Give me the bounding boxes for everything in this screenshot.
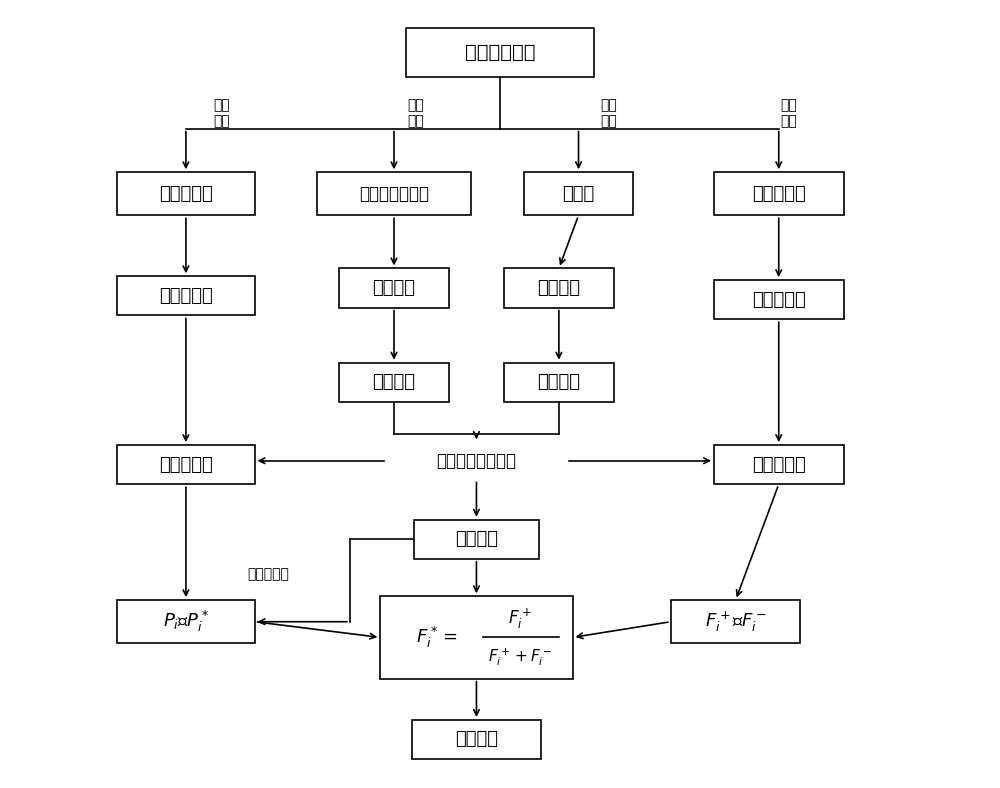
FancyBboxPatch shape (380, 597, 573, 678)
Text: 正交投影法: 正交投影法 (247, 567, 289, 581)
FancyBboxPatch shape (117, 277, 255, 315)
Text: $P_i$、$P_i^*$: $P_i$、$P_i^*$ (163, 609, 209, 634)
FancyBboxPatch shape (414, 519, 539, 559)
FancyBboxPatch shape (117, 172, 255, 215)
FancyBboxPatch shape (412, 720, 541, 759)
FancyBboxPatch shape (339, 269, 449, 307)
Text: 指标
信息: 指标 信息 (600, 98, 617, 128)
Text: 主观权重: 主观权重 (372, 374, 415, 391)
FancyBboxPatch shape (504, 269, 614, 307)
Text: 关联度矩阵: 关联度矩阵 (752, 291, 806, 309)
FancyBboxPatch shape (117, 600, 255, 643)
FancyBboxPatch shape (117, 445, 255, 485)
Text: 客观权重: 客观权重 (537, 374, 580, 391)
Text: 正负理想解: 正负理想解 (159, 455, 213, 474)
Text: 熵权法: 熵权法 (562, 184, 595, 203)
FancyBboxPatch shape (339, 362, 449, 402)
Text: 确定参数指标: 确定参数指标 (465, 43, 535, 62)
FancyBboxPatch shape (524, 172, 633, 215)
FancyBboxPatch shape (504, 362, 614, 402)
Text: 指标
信息: 指标 信息 (213, 98, 230, 128)
Text: 损伤等级: 损伤等级 (455, 730, 498, 749)
Text: $F_i^*=$: $F_i^*=$ (416, 625, 458, 650)
Text: 决策矩阵: 决策矩阵 (537, 279, 580, 297)
Text: 归一化矩阵: 归一化矩阵 (159, 287, 213, 305)
Text: 组合权重: 组合权重 (455, 530, 498, 548)
FancyBboxPatch shape (671, 600, 800, 643)
FancyBboxPatch shape (406, 28, 594, 76)
Text: $F_i^+$: $F_i^+$ (508, 607, 531, 630)
Text: 灰色关联度: 灰色关联度 (752, 184, 806, 203)
FancyBboxPatch shape (714, 281, 844, 319)
Text: 决策矩阵: 决策矩阵 (372, 279, 415, 297)
Text: 改进层次分析法: 改进层次分析法 (359, 184, 429, 203)
FancyBboxPatch shape (714, 172, 844, 215)
Text: 专家
评分: 专家 评分 (408, 98, 424, 128)
FancyBboxPatch shape (714, 445, 844, 485)
Text: 离差平方和最优化: 离差平方和最优化 (436, 452, 516, 470)
Text: 指标
信息: 指标 信息 (781, 98, 797, 128)
Text: 通近理想解: 通近理想解 (159, 184, 213, 203)
Text: $F_i^+$、$F_i^-$: $F_i^+$、$F_i^-$ (705, 610, 766, 634)
FancyBboxPatch shape (317, 172, 471, 215)
Text: $F_i^+ + F_i^-$: $F_i^+ + F_i^-$ (488, 646, 552, 668)
Text: 综合关联度: 综合关联度 (752, 455, 806, 474)
